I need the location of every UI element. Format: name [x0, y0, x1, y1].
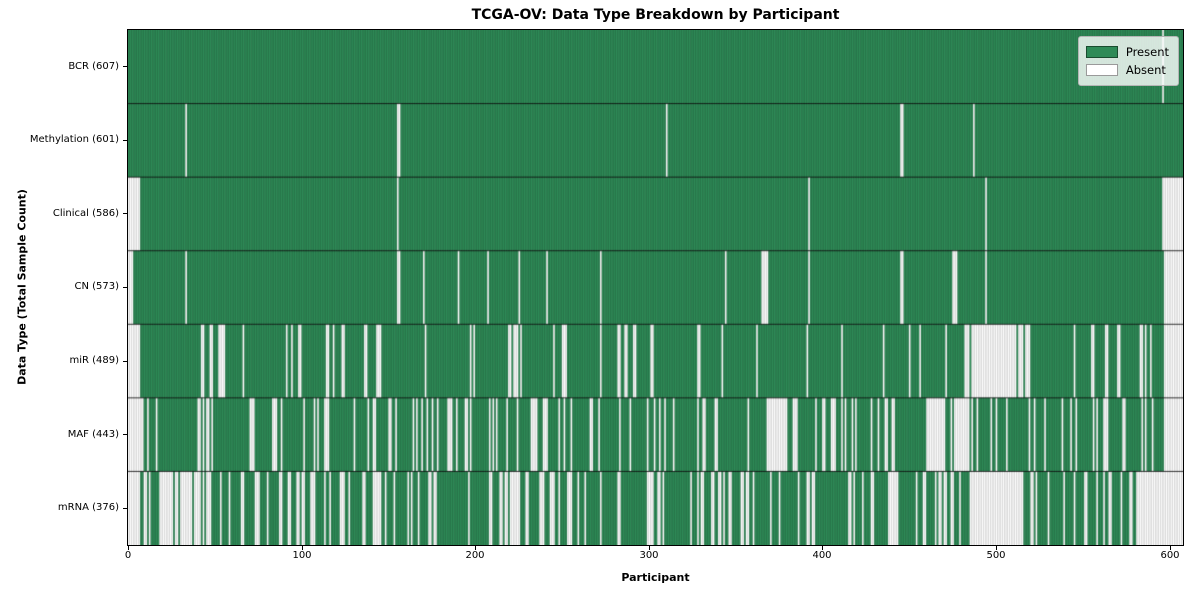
x-tick-label: 0: [103, 549, 153, 562]
figure: TCGA-OV: Data Type Breakdown by Particip…: [0, 0, 1200, 600]
chart-title: TCGA-OV: Data Type Breakdown by Particip…: [128, 7, 1183, 23]
legend-entry-present: Present: [1086, 43, 1169, 61]
y-tick-label-cn: CN (573): [0, 280, 119, 294]
heatmap-canvas: [128, 30, 1183, 545]
legend: Present Absent: [1078, 36, 1179, 86]
y-tick-mark: [123, 361, 127, 362]
present-swatch-icon: [1086, 46, 1118, 58]
y-tick-mark: [123, 508, 127, 509]
y-tick-mark: [123, 66, 127, 67]
legend-label-present: Present: [1126, 45, 1169, 59]
x-axis-label: Participant: [128, 571, 1183, 584]
y-tick-mark: [123, 213, 127, 214]
y-tick-label-mrna: mRNA (376): [0, 501, 119, 515]
absent-swatch-icon: [1086, 64, 1118, 76]
legend-label-absent: Absent: [1126, 63, 1166, 77]
y-tick-label-clinical: Clinical (586): [0, 207, 119, 221]
y-tick-mark: [123, 434, 127, 435]
y-tick-label-mir: miR (489): [0, 354, 119, 368]
x-tick-label: 200: [450, 549, 500, 562]
x-tick-label: 100: [277, 549, 327, 562]
y-tick-mark: [123, 287, 127, 288]
y-tick-label-methylation: Methylation (601): [0, 133, 119, 147]
x-tick-label: 600: [1145, 549, 1195, 562]
y-tick-mark: [123, 140, 127, 141]
x-tick-label: 400: [797, 549, 847, 562]
plot-area: Present Absent: [127, 29, 1184, 546]
x-tick-label: 300: [624, 549, 674, 562]
y-tick-label-maf: MAF (443): [0, 428, 119, 442]
y-tick-label-bcr: BCR (607): [0, 60, 119, 74]
x-tick-label: 500: [971, 549, 1021, 562]
legend-entry-absent: Absent: [1086, 61, 1169, 79]
